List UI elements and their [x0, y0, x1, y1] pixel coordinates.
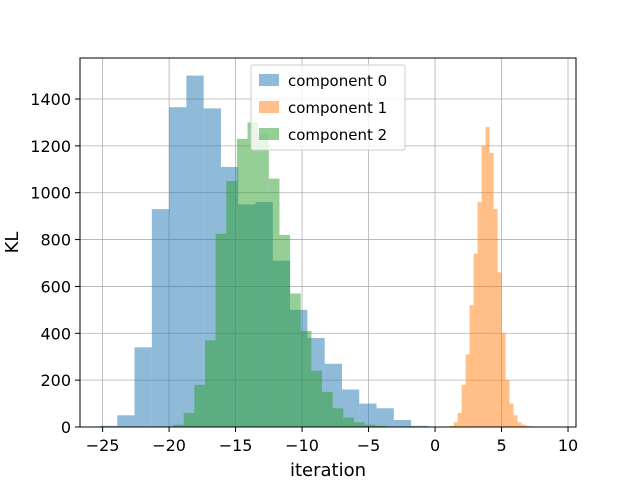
- plot-frame: [79, 57, 577, 428]
- x-tick-label: 10: [558, 436, 578, 455]
- histogram-bar: [279, 234, 291, 427]
- legend-label: component 2: [288, 126, 387, 144]
- y-axis-label: KL: [2, 232, 23, 254]
- x-tick-label: −15: [219, 436, 253, 455]
- legend: component 0 component 1 component 2: [250, 64, 406, 151]
- histogram-bar: [236, 138, 248, 428]
- histogram-bar: [485, 127, 490, 427]
- histogram-bar: [497, 272, 502, 427]
- histogram-bar: [469, 305, 474, 427]
- bars-layer: [99, 75, 542, 428]
- histogram-bar: [517, 422, 522, 427]
- histogram-bar: [183, 412, 195, 427]
- y-tick-label: 200: [40, 371, 71, 390]
- histogram-bar: [204, 340, 216, 427]
- y-tick-label: 0: [61, 418, 71, 437]
- histogram-bar: [473, 253, 478, 427]
- histogram-bar: [465, 354, 470, 427]
- series-1-bars: [449, 127, 542, 427]
- legend-label: component 1: [288, 99, 387, 117]
- histogram-bar: [461, 384, 466, 427]
- histogram-bar: [449, 425, 454, 427]
- legend-swatch: [259, 101, 279, 113]
- histogram-bar: [477, 202, 482, 427]
- histogram-bar: [117, 415, 135, 427]
- legend-swatch: [259, 74, 279, 86]
- histogram-bar: [501, 333, 506, 427]
- histogram-bar: [376, 408, 394, 427]
- histogram-bar: [258, 134, 269, 427]
- histogram-bar: [513, 415, 518, 427]
- histogram-bar: [268, 178, 280, 427]
- histogram-bar: [493, 209, 498, 427]
- x-tick-label: −5: [357, 436, 381, 455]
- histogram-bar: [194, 384, 205, 427]
- x-tick-label: −25: [86, 436, 120, 455]
- histogram-bar: [509, 403, 514, 427]
- histogram-bar: [186, 75, 204, 428]
- histogram-bar: [359, 403, 377, 427]
- histogram-bar: [173, 424, 184, 427]
- histogram-bar: [215, 233, 227, 427]
- x-tick-label: 5: [496, 436, 506, 455]
- histogram-bar: [247, 122, 259, 427]
- histogram-bar: [393, 419, 412, 427]
- histogram-bar: [375, 425, 386, 427]
- x-tick-label: 0: [430, 436, 440, 455]
- histogram-bar: [457, 412, 462, 427]
- histogram-bar: [134, 347, 152, 427]
- histogram-bar: [353, 422, 365, 427]
- x-tick-label: −10: [285, 436, 319, 455]
- y-tick-label: 800: [40, 231, 71, 250]
- histogram-bar: [322, 391, 333, 427]
- histogram-bar: [505, 380, 510, 427]
- legend-label: component 0: [288, 72, 387, 90]
- legend-box: [250, 64, 406, 151]
- legend-swatch: [259, 128, 279, 140]
- histogram-bar: [525, 425, 530, 427]
- histogram-bar: [364, 424, 376, 427]
- histogram-bar: [489, 152, 494, 427]
- histogram-bar: [311, 370, 323, 427]
- histogram-bar: [343, 417, 354, 427]
- y-tick-label: 600: [40, 277, 71, 296]
- histogram-bar: [521, 424, 526, 427]
- histogram-bar: [169, 107, 187, 427]
- histogram-bar: [453, 422, 458, 427]
- y-tick-label: 1000: [30, 184, 71, 203]
- histogram-bar: [411, 425, 429, 427]
- series-2-bars: [173, 122, 397, 428]
- histogram-bar: [332, 408, 344, 427]
- histogram-bar: [300, 330, 312, 427]
- x-tick-label: −20: [152, 436, 186, 455]
- histogram-bar: [151, 209, 170, 427]
- x-axis-label: iteration: [290, 460, 366, 480]
- y-tick-label: 400: [40, 324, 71, 343]
- histogram-bar: [226, 181, 237, 427]
- histogram-bar: [99, 425, 118, 427]
- y-tick-label: 1200: [30, 137, 71, 156]
- histogram-bar: [481, 145, 486, 427]
- y-tick-label: 1400: [30, 90, 71, 109]
- histogram-bar: [290, 293, 301, 427]
- ticks-layer: −25 −20 −15 −10 −5 0 5 10 0 200 400 600 800 1000 1200 1…: [30, 90, 578, 455]
